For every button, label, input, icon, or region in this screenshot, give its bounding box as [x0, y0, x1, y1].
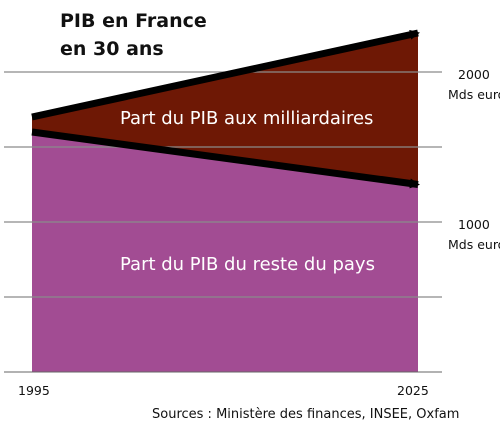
x-tick-1995: 1995 [18, 383, 50, 398]
y-tick-2000-unit: Mds euros [448, 87, 500, 102]
chart-title-line-2: en 30 ans [60, 38, 164, 60]
trend-arrow-2 [31, 128, 420, 189]
y-tick-1000-unit: Mds euros [448, 237, 500, 252]
y-tick-2000: 2000 [458, 67, 490, 82]
chart-title-line-1: PIB en France [60, 10, 207, 32]
rest-area-label: Part du PIB du reste du pays [120, 254, 375, 275]
arrow-layer [31, 29, 420, 189]
billionaires-area-label: Part du PIB aux milliardaires [120, 108, 373, 129]
area-layer [32, 33, 418, 372]
area-series-1 [32, 132, 418, 372]
x-tick-2025: 2025 [397, 383, 429, 398]
y-tick-1000: 1000 [458, 217, 490, 232]
source-note: Sources : Ministère des finances, INSEE,… [152, 407, 459, 422]
trend-arrow-1 [31, 29, 420, 121]
